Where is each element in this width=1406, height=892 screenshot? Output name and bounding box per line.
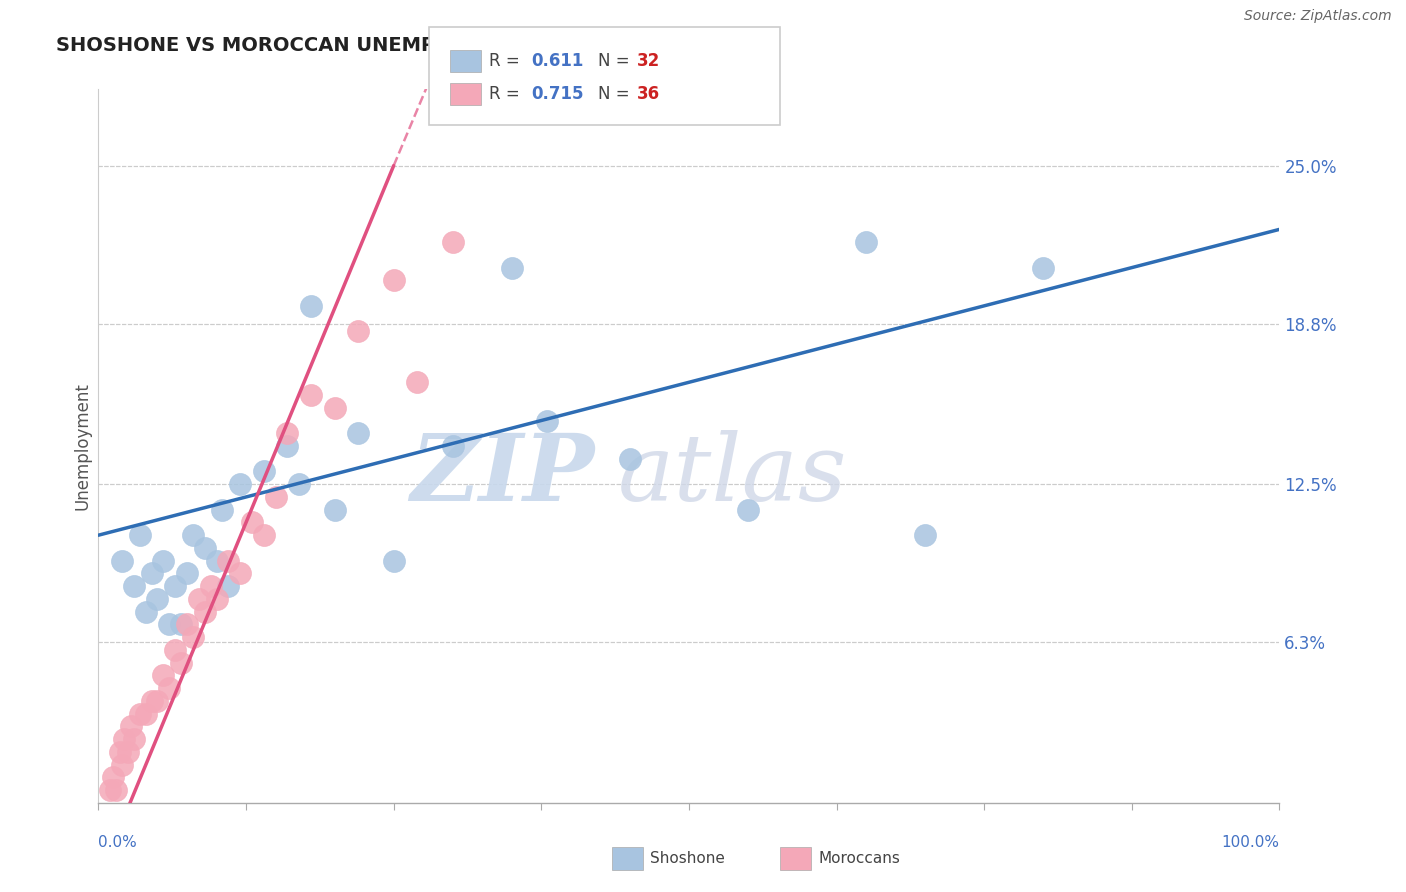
Point bbox=[619, 451, 641, 466]
Text: Shoshone: Shoshone bbox=[650, 851, 724, 865]
Point bbox=[211, 502, 233, 516]
Point bbox=[152, 554, 174, 568]
Point bbox=[108, 745, 131, 759]
Text: 0.611: 0.611 bbox=[531, 52, 583, 70]
Point bbox=[406, 376, 429, 390]
Point bbox=[501, 260, 523, 275]
Point bbox=[141, 566, 163, 581]
Point bbox=[229, 566, 252, 581]
Point bbox=[253, 465, 276, 479]
Text: 100.0%: 100.0% bbox=[1222, 836, 1279, 850]
Point bbox=[170, 617, 193, 632]
Point bbox=[170, 656, 193, 670]
Point bbox=[323, 401, 346, 415]
Y-axis label: Unemployment: Unemployment bbox=[73, 382, 91, 510]
Point bbox=[101, 770, 124, 784]
Point bbox=[176, 617, 198, 632]
Point bbox=[288, 477, 311, 491]
Text: R =: R = bbox=[489, 85, 526, 103]
Point bbox=[347, 324, 370, 338]
Point bbox=[205, 591, 228, 606]
Text: SHOSHONE VS MOROCCAN UNEMPLOYMENT CORRELATION CHART: SHOSHONE VS MOROCCAN UNEMPLOYMENT CORREL… bbox=[56, 36, 779, 54]
Text: 32: 32 bbox=[637, 52, 661, 70]
Point bbox=[441, 439, 464, 453]
Point bbox=[122, 579, 145, 593]
Point bbox=[382, 554, 405, 568]
Text: Moroccans: Moroccans bbox=[818, 851, 900, 865]
Text: Source: ZipAtlas.com: Source: ZipAtlas.com bbox=[1244, 9, 1392, 23]
Point bbox=[253, 528, 276, 542]
Point bbox=[111, 554, 134, 568]
Point bbox=[146, 694, 169, 708]
Point bbox=[264, 490, 287, 504]
Point bbox=[165, 643, 187, 657]
Point bbox=[536, 413, 558, 427]
Point bbox=[181, 630, 204, 644]
Point bbox=[217, 579, 239, 593]
Point bbox=[105, 783, 128, 797]
Text: 36: 36 bbox=[637, 85, 659, 103]
Point bbox=[122, 732, 145, 747]
Point bbox=[181, 528, 204, 542]
Point bbox=[737, 502, 759, 516]
Point bbox=[157, 617, 180, 632]
Point bbox=[141, 694, 163, 708]
Point bbox=[128, 706, 150, 721]
Point bbox=[299, 299, 322, 313]
Point bbox=[135, 706, 157, 721]
Point bbox=[117, 745, 139, 759]
Point bbox=[914, 528, 936, 542]
Point bbox=[200, 579, 222, 593]
Point bbox=[135, 605, 157, 619]
Point bbox=[112, 732, 135, 747]
Point bbox=[323, 502, 346, 516]
Point bbox=[111, 757, 134, 772]
Text: 0.0%: 0.0% bbox=[98, 836, 138, 850]
Point bbox=[146, 591, 169, 606]
Point bbox=[157, 681, 180, 695]
Point bbox=[299, 388, 322, 402]
Point bbox=[98, 783, 121, 797]
Point bbox=[1032, 260, 1054, 275]
Text: 0.715: 0.715 bbox=[531, 85, 583, 103]
Point bbox=[205, 554, 228, 568]
Point bbox=[240, 516, 263, 530]
Point bbox=[276, 439, 298, 453]
Point bbox=[165, 579, 187, 593]
Point bbox=[347, 426, 370, 441]
Point bbox=[194, 541, 217, 555]
Text: N =: N = bbox=[598, 52, 634, 70]
Point bbox=[441, 235, 464, 249]
Point bbox=[382, 273, 405, 287]
Text: atlas: atlas bbox=[619, 430, 848, 519]
Text: ZIP: ZIP bbox=[411, 430, 595, 519]
Point bbox=[152, 668, 174, 682]
Point bbox=[121, 719, 143, 733]
Point bbox=[194, 605, 217, 619]
Text: R =: R = bbox=[489, 52, 526, 70]
Point bbox=[128, 528, 150, 542]
Point bbox=[217, 554, 239, 568]
Point bbox=[176, 566, 198, 581]
Point bbox=[855, 235, 877, 249]
Text: N =: N = bbox=[598, 85, 634, 103]
Point bbox=[276, 426, 298, 441]
Point bbox=[229, 477, 252, 491]
Point bbox=[93, 822, 115, 836]
Point bbox=[187, 591, 209, 606]
